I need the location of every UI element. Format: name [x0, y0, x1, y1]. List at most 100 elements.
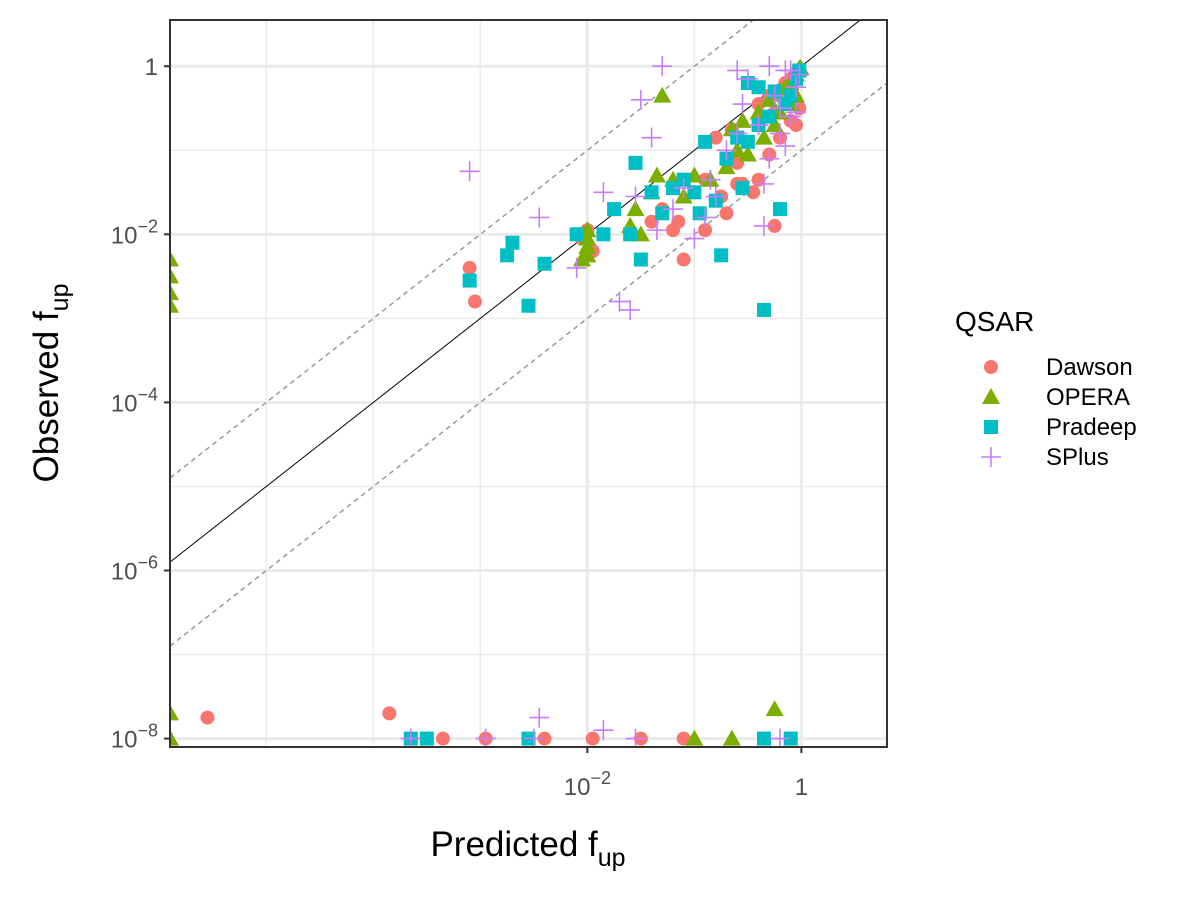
data-points [170, 56, 810, 747]
point-opera [170, 267, 179, 284]
point-splus [775, 60, 796, 81]
point-dawson [698, 223, 713, 238]
legend-item-opera: OPERA [982, 384, 1130, 411]
legend-title: QSAR [955, 306, 1034, 337]
point-splus [732, 94, 753, 115]
legend-item-splus: SPlus [981, 444, 1109, 471]
point-pradeep [607, 202, 622, 217]
point-pradeep [783, 731, 798, 746]
point-splus [593, 182, 614, 203]
point-splus [609, 291, 630, 312]
legend-key-square-icon [984, 420, 998, 434]
point-splus [737, 68, 758, 89]
point-splus [786, 77, 807, 98]
point-dawson [467, 294, 482, 309]
point-splus [475, 728, 496, 747]
series-splus [400, 56, 810, 747]
point-pradeep [762, 109, 777, 124]
point-splus [673, 178, 694, 199]
point-splus [695, 207, 716, 228]
point-splus [759, 148, 780, 169]
point-splus [566, 257, 587, 278]
point-splus [700, 169, 721, 190]
point-splus [780, 106, 801, 127]
point-dawson [676, 731, 691, 746]
point-splus [769, 728, 790, 747]
point-dawson [719, 206, 734, 221]
point-pradeep [623, 227, 638, 242]
y-tick-label: 10−6 [111, 553, 158, 586]
point-splus [529, 207, 550, 228]
point-pradeep [751, 80, 766, 95]
point-pradeep [783, 88, 798, 103]
point-dawson [644, 214, 659, 229]
point-opera [754, 128, 773, 145]
point-dawson [537, 731, 552, 746]
legend-key-plus-icon [981, 447, 1001, 467]
legend-key-circle-icon [984, 360, 998, 374]
y-axis-title: Observed fup [27, 283, 74, 482]
point-splus [459, 161, 480, 182]
legend-item-pradeep: Pradeep [984, 414, 1137, 441]
point-dawson [462, 260, 477, 275]
legend: QSAR Dawson OPERA Pradeep SPlus [955, 306, 1137, 471]
point-dawson [767, 218, 782, 233]
point-opera [738, 145, 757, 162]
legend-key-triangle-icon [982, 388, 1000, 404]
point-splus [646, 220, 667, 241]
point-splus [769, 98, 790, 119]
point-splus [764, 85, 785, 106]
point-pradeep [500, 248, 515, 263]
legend-label: SPlus [1046, 444, 1109, 471]
legend-item-dawson: Dawson [984, 354, 1133, 381]
point-pradeep [735, 181, 750, 196]
point-pradeep [740, 134, 755, 149]
point-opera [733, 111, 752, 128]
x-axis-title: Predicted fup [430, 825, 625, 872]
point-opera [717, 158, 736, 175]
point-pradeep [714, 248, 729, 263]
point-opera [573, 250, 592, 267]
point-pradeep [756, 731, 771, 746]
y-axis: 10−8 10−6 10−4 10−2 1 [111, 54, 170, 754]
point-opera [765, 116, 784, 133]
point-splus [716, 140, 737, 161]
point-dawson [789, 118, 804, 133]
point-splus [748, 115, 769, 136]
grid-minor [170, 20, 887, 747]
point-pradeep [665, 181, 680, 196]
point-opera [685, 729, 704, 746]
y-tick-label: 10−4 [111, 384, 158, 417]
x-tick-label: 10−2 [564, 768, 611, 801]
point-pradeep [521, 298, 536, 313]
point-pradeep [633, 252, 648, 267]
point-opera [653, 86, 672, 103]
point-dawson [435, 731, 450, 746]
point-splus [400, 728, 421, 747]
point-pradeep [569, 227, 584, 242]
point-dawson [708, 130, 723, 145]
point-splus [753, 215, 774, 236]
point-opera [170, 704, 179, 721]
point-splus [789, 64, 810, 85]
point-dawson [671, 214, 686, 229]
point-pradeep [505, 235, 520, 250]
point-splus [625, 728, 646, 747]
point-splus [652, 56, 673, 77]
point-splus [625, 186, 646, 207]
point-opera [722, 729, 741, 746]
point-dawson [676, 252, 691, 267]
legend-label: OPERA [1046, 384, 1130, 411]
point-splus [759, 56, 780, 77]
point-splus [684, 228, 705, 249]
y-tick-label: 10−8 [111, 721, 158, 754]
point-splus [769, 123, 790, 144]
point-opera [170, 284, 179, 301]
point-pradeep [462, 273, 477, 288]
point-splus [786, 102, 807, 123]
point-pradeep [419, 731, 434, 746]
point-opera [170, 296, 179, 313]
point-pradeep [772, 202, 787, 217]
tenfold-error-line [170, 82, 887, 647]
